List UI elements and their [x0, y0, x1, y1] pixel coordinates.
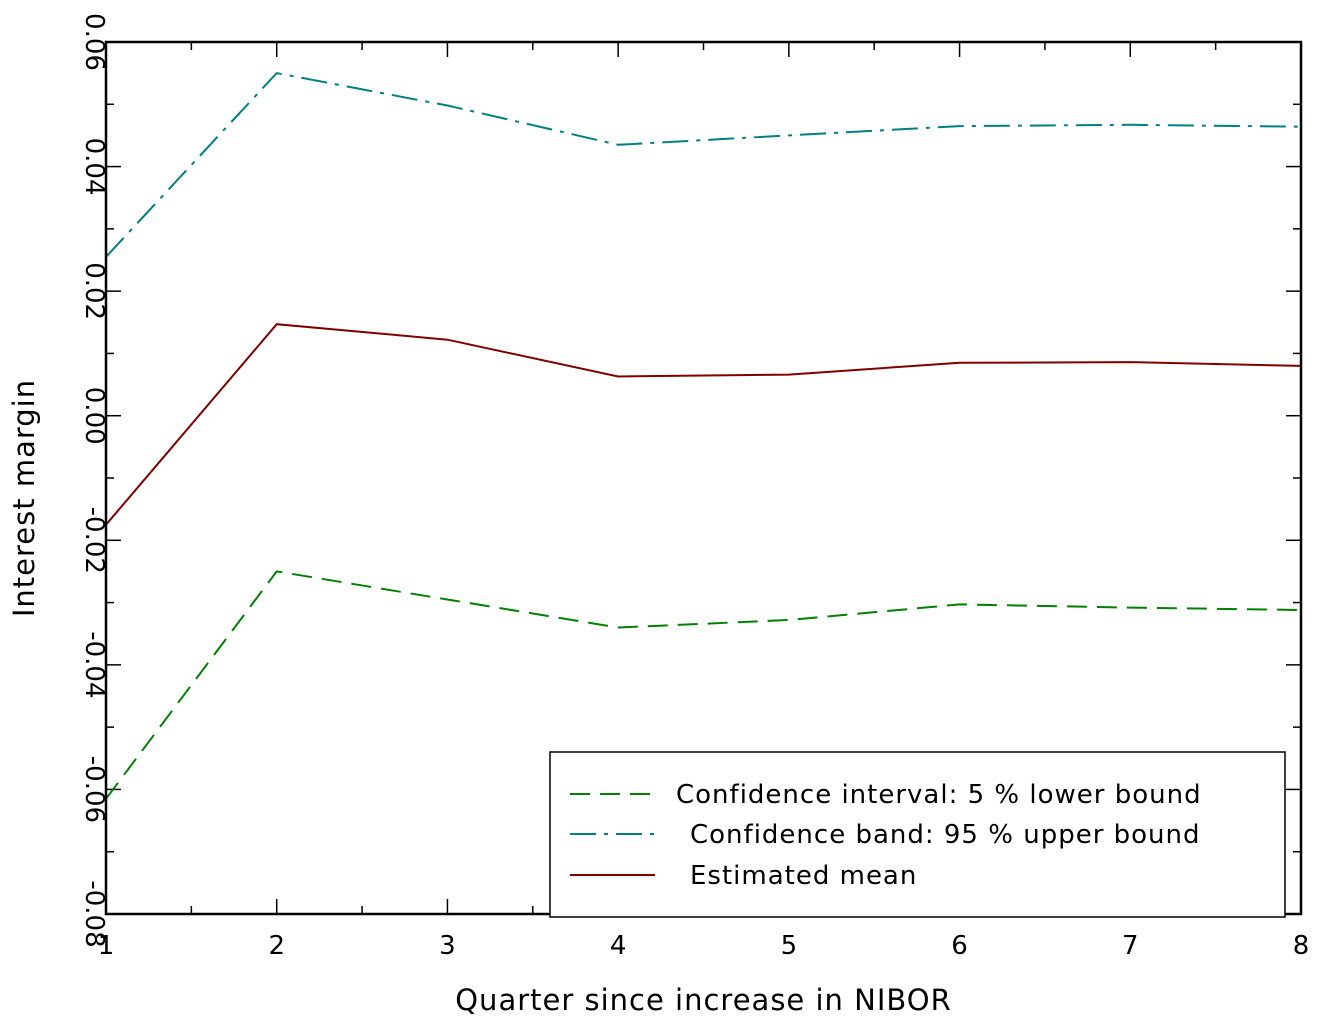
legend: Confidence interval: 5 % lower bound Con…: [549, 751, 1286, 918]
legend-label-lower-bound: Confidence interval: 5 % lower bound: [676, 780, 1202, 810]
series-lines: [105, 72, 1302, 800]
legend-label-estimated-mean: Estimated mean: [690, 861, 917, 891]
legend-label-upper-bound: Confidence band: 95 % upper bound: [690, 820, 1201, 850]
y-tick-label: 0.06: [79, 13, 109, 71]
y-tick-label: 0.02: [79, 262, 109, 320]
x-tick-label: 5: [781, 931, 798, 961]
y-tick-label: -0.06: [79, 756, 109, 823]
y-tick-label: -0.04: [79, 631, 109, 698]
x-tick-label: 2: [268, 931, 285, 961]
y-axis-title: Interest margin: [7, 379, 41, 617]
x-tick-label: 3: [439, 931, 456, 961]
x-tick-label: 1: [98, 931, 115, 961]
y-tick-label: -0.02: [79, 507, 109, 574]
x-tick-label: 8: [1293, 931, 1310, 961]
y-tick-label: 0.04: [79, 138, 109, 196]
series-line-lower-bound: [105, 570, 1302, 800]
x-tick-label: 4: [610, 931, 627, 961]
y-tick-label: -0.08: [79, 880, 109, 947]
series-line-estimated-mean: [105, 323, 1302, 526]
y-tick-label: 0.00: [79, 387, 109, 445]
x-tick-label: 6: [951, 931, 968, 961]
x-axis-title: Quarter since increase in NIBOR: [455, 983, 952, 1017]
legend-box: [549, 751, 1286, 918]
series-line-upper-bound: [105, 72, 1302, 258]
tick-labels: 1 2 3 4 5 6 7 8 -0.08 -0.06 -0.04 -0.02 0.00 0.02 0.04…: [79, 13, 1309, 961]
x-tick-label: 7: [1122, 931, 1139, 961]
